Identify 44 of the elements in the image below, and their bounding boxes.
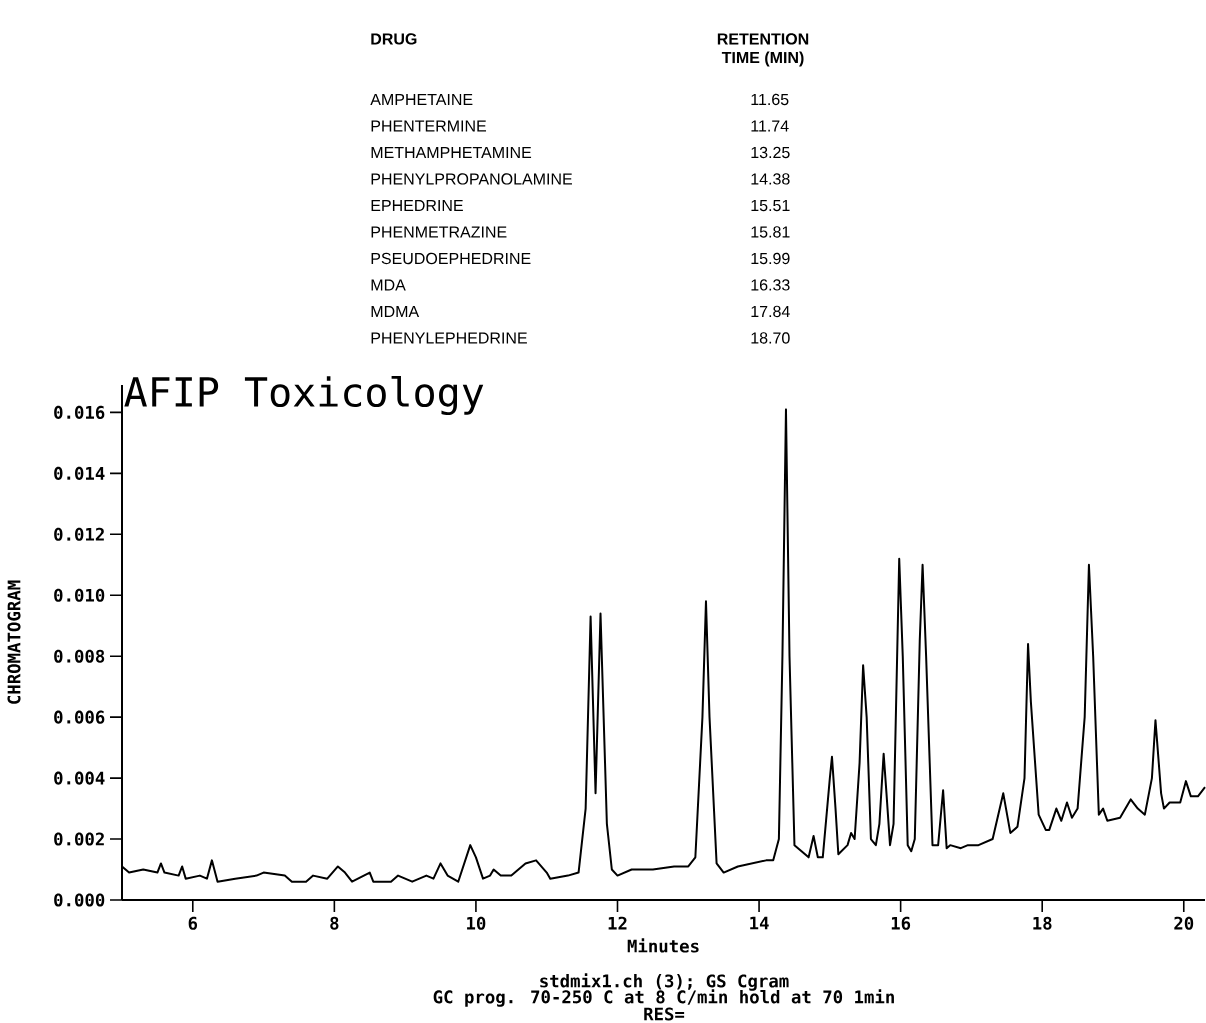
chart-title: AFIP Toxicology <box>124 375 484 416</box>
text: 17.84 <box>751 305 790 318</box>
text: RES= <box>644 1007 685 1021</box>
text: 11.74 <box>751 120 789 132</box>
text: 13.25 <box>751 146 790 159</box>
y-tick-label: 0.004 <box>54 771 105 785</box>
y-tick-label: 0.006 <box>54 710 105 724</box>
y-tick-label: 0.000 <box>54 893 105 907</box>
text: DRUG <box>371 33 417 45</box>
y-tick-label: 0.008 <box>54 649 105 663</box>
x-tick-label: 14 <box>750 916 769 930</box>
x-axis-title: Minutes <box>627 938 699 953</box>
x-tick-label: 6 <box>188 916 198 930</box>
text: PHENYLEPHEDRINE <box>371 332 527 344</box>
y-tick-label: 0.010 <box>54 588 105 602</box>
x-tick-label: 10 <box>467 916 486 930</box>
text: PHENTERMINE <box>371 120 487 132</box>
y-tick-label: 0.012 <box>54 527 104 541</box>
text: RETENTION TIME (MIN) <box>717 33 809 67</box>
y-tick-label: 0.014 <box>54 466 105 480</box>
text: 15.81 <box>751 226 790 238</box>
text: 18.70 <box>751 332 790 344</box>
text: 15.99 <box>751 252 790 265</box>
text: METHAMPHETAMINE <box>371 146 532 158</box>
text: 15.51 <box>751 199 790 212</box>
text: PSEUDOEPHEDRINE <box>371 252 531 265</box>
text: EPHEDRINE <box>371 199 463 211</box>
text: AMPHETAINE <box>370 93 473 105</box>
text: MDMA <box>371 305 420 317</box>
y-axis-title: CHROMATOGRAM <box>7 580 21 704</box>
text: GC prog. 70-250 C at 8 C/min hold at 70 1min <box>433 989 894 1007</box>
text: 14.38 <box>751 173 790 185</box>
text: 11.65 <box>751 93 789 106</box>
x-tick-label: 16 <box>891 916 911 930</box>
text: PHENYLPROPANOLAMINE <box>371 173 572 185</box>
y-tick-label: 0.002 <box>54 832 104 846</box>
text: MDA <box>371 279 406 291</box>
x-tick-label: 18 <box>1033 916 1052 930</box>
text: 16.33 <box>751 279 790 291</box>
y-tick-label: 0.016 <box>54 405 105 419</box>
x-tick-label: 12 <box>608 916 627 930</box>
x-tick-label: 20 <box>1174 916 1194 930</box>
x-tick-label: 8 <box>330 916 339 930</box>
text: PHENMETRAZINE <box>371 226 507 238</box>
